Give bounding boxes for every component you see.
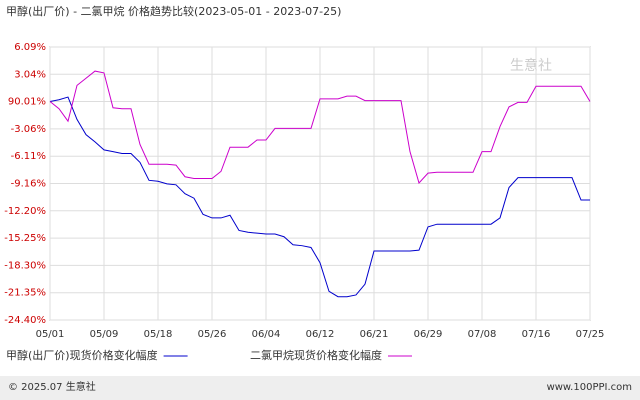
- footer-band: [0, 376, 640, 400]
- y-tick-label: 90.01%: [8, 96, 46, 107]
- y-tick-label: -21.35%: [4, 288, 46, 299]
- watermark: 生意社: [510, 57, 552, 74]
- x-tick-label: 07/16: [522, 329, 551, 340]
- x-tick-label: 07/08: [468, 329, 497, 340]
- legend-label: 甲醇(出厂价)现货价格变化幅度: [6, 348, 158, 362]
- legend-label: 二氯甲烷现货价格变化幅度: [250, 348, 382, 362]
- footer-right: www.100PPI.com: [547, 382, 632, 393]
- x-tick-label: 06/21: [360, 329, 389, 340]
- x-tick-label: 05/09: [90, 329, 119, 340]
- y-tick-label: 6.09%: [14, 42, 46, 53]
- footer-left: © 2025.07 生意社: [8, 380, 96, 393]
- y-tick-label: -24.40%: [4, 315, 46, 326]
- y-tick-label: -12.20%: [4, 206, 46, 217]
- x-tick-label: 06/12: [306, 329, 335, 340]
- y-tick-label: -18.30%: [4, 260, 46, 271]
- y-tick-label: -9.16%: [11, 179, 46, 190]
- y-tick-label: -15.25%: [4, 233, 46, 244]
- x-tick-label: 07/25: [576, 329, 605, 340]
- y-tick-label: -6.11%: [11, 151, 46, 162]
- y-tick-label: -3.06%: [11, 124, 46, 135]
- x-tick-label: 05/26: [198, 329, 227, 340]
- chart-title: 甲醇(出厂价) - 二氯甲烷 价格趋势比较(2023-05-01 - 2023-…: [6, 4, 341, 18]
- series-line: [49, 70, 591, 185]
- x-tick-label: 06/04: [252, 329, 281, 340]
- x-tick-label: 06/29: [414, 329, 443, 340]
- x-tick-label: 05/18: [144, 329, 173, 340]
- x-tick-label: 05/01: [36, 329, 65, 340]
- series-line: [49, 96, 590, 298]
- y-tick-label: 3.04%: [14, 69, 46, 80]
